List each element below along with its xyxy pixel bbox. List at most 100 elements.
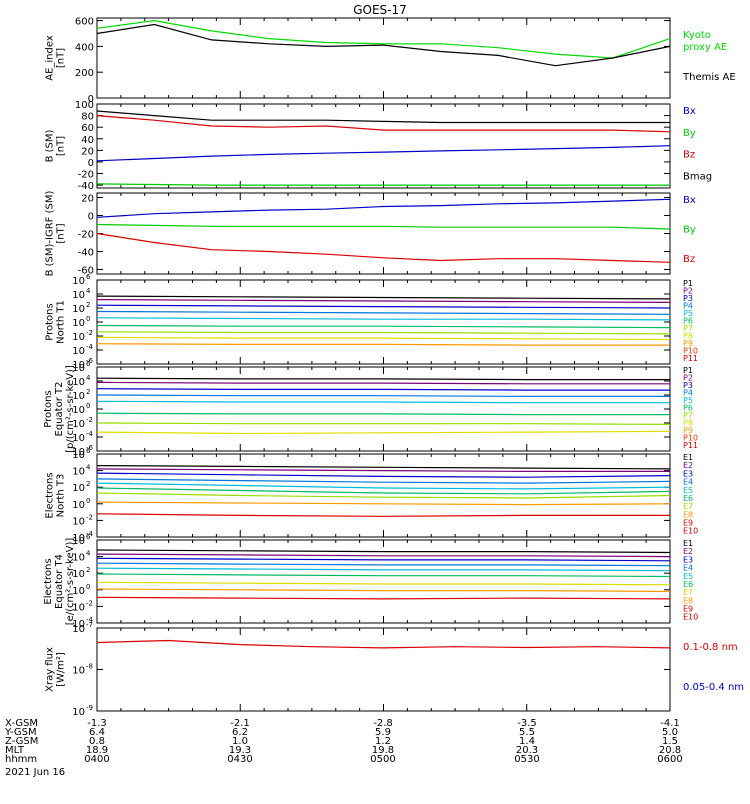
y-axis-label: Xray flux (45, 647, 56, 692)
series-line-p6 (96, 412, 670, 416)
y-tick-exponent: 0 (86, 402, 90, 410)
y-tick-label: 10 (72, 346, 85, 357)
y-tick-label: 10 (72, 318, 85, 329)
series-line-e4 (96, 562, 671, 567)
legend-entry: E1 (683, 539, 693, 548)
footer-value: 1.2 (375, 736, 391, 747)
y-axis-label: [e/(cm²-s-sr-keV)] (65, 538, 76, 626)
legend-entry: E6 (683, 580, 693, 589)
series-line-p4 (96, 310, 671, 315)
y-axis-label: [nT] (56, 48, 67, 68)
y-tick-exponent: -2 (86, 599, 93, 607)
legend-entry: E8 (683, 596, 693, 605)
legend-entry: P1 (683, 366, 693, 375)
legend-entry: P1 (683, 279, 693, 288)
y-axis-label: [nT] (56, 136, 67, 156)
legend-entry: E4 (683, 478, 693, 487)
y-tick-label: 10 (72, 304, 85, 315)
y-axis-label: B (SM) (45, 129, 56, 162)
y-tick-label: -20 (78, 230, 94, 241)
series-line-e7 (96, 581, 671, 586)
y-tick-label: 10 (72, 516, 85, 527)
legend-entry: Themis AE (682, 72, 736, 83)
series-line-e1 (96, 465, 671, 470)
y-tick-exponent: -2 (86, 329, 93, 337)
y-tick-label: 60 (81, 123, 94, 134)
legend-entry: P3 (683, 381, 693, 390)
series-line-0-1-0-8-nm (96, 639, 671, 649)
series-line-bx (96, 145, 671, 162)
y-tick-exponent: -2 (86, 416, 93, 424)
y-tick-label: -40 (78, 248, 94, 259)
legend-entry: Bx (683, 195, 696, 206)
y-tick-label: 10 (72, 360, 85, 371)
legend-entry: E3 (683, 555, 693, 564)
y-tick-exponent: -2 (86, 513, 93, 521)
series-line-e3 (96, 472, 671, 478)
series-line-p3 (96, 304, 671, 309)
legend-entry: P5 (683, 309, 693, 318)
y-tick-label: 80 (81, 112, 94, 123)
legend-entry: E1 (683, 453, 693, 462)
series-line-e6 (96, 487, 671, 495)
y-tick-label: 10 (72, 533, 85, 544)
y-tick-label: 0 (88, 94, 94, 105)
legend-entry: E2 (683, 461, 693, 470)
footer-value: -2.8 (373, 718, 393, 729)
series-line-p8 (96, 430, 671, 435)
y-tick-exponent: 2 (86, 480, 90, 488)
legend-entry: P11 (683, 354, 698, 363)
legend-entry: By (683, 128, 696, 139)
legend-entry: By (683, 225, 696, 236)
y-tick-exponent: 0 (86, 497, 90, 505)
series-line-e8 (96, 588, 671, 593)
legend-entry: P2 (683, 374, 693, 383)
y-axis-label: Equator T4 (54, 554, 65, 609)
y-tick-label: 10 (72, 447, 85, 458)
footer-value: 1.5 (662, 736, 678, 747)
y-tick-label: 10 (72, 707, 85, 718)
y-axis-label: Protons (43, 390, 54, 427)
legend-entry: Kyoto (683, 30, 711, 41)
legend-entry: P5 (683, 396, 693, 405)
footer-row-label: Y-GSM (4, 727, 37, 738)
y-axis-label: [nT] (56, 223, 67, 243)
footer-value: 0530 (514, 754, 539, 765)
y-tick-exponent: 2 (86, 301, 90, 309)
panel-frame (96, 279, 671, 365)
y-tick-exponent: 6 (86, 273, 91, 281)
y-tick-label: 0 (88, 158, 94, 169)
series-line-e5 (96, 567, 671, 572)
y-tick-label: 200 (75, 68, 94, 79)
series-line-e1 (96, 549, 671, 554)
y-tick-label: -20 (78, 170, 94, 181)
y-tick-exponent: -6 (86, 357, 94, 365)
series-line-kyoto (96, 19, 671, 59)
legend-entry: E7 (683, 588, 693, 597)
legend-entry: E9 (683, 519, 693, 528)
y-tick-exponent: 6 (86, 533, 91, 541)
legend-entry: E10 (683, 527, 698, 536)
legend-entry: E6 (683, 494, 693, 503)
legend-entry: E5 (683, 572, 693, 581)
series-line-p9 (96, 343, 670, 346)
legend-entry: E4 (683, 564, 693, 573)
footer-value: 1.4 (519, 736, 535, 747)
footer-value: 5.9 (375, 727, 391, 738)
legend-entry: E9 (683, 605, 693, 614)
y-tick-exponent: 2 (86, 566, 90, 574)
y-axis-label: B (SM)-IGRF (SM) (45, 191, 56, 277)
panel-frame (96, 192, 671, 275)
legend-entry: P7 (683, 324, 693, 333)
footer-value: 6.4 (89, 727, 105, 738)
y-tick-label: 10 (72, 553, 85, 564)
y-tick-label: 400 (75, 42, 94, 53)
legend-entry: E3 (683, 469, 693, 478)
series-line-e2 (96, 553, 671, 558)
legend-entry: E5 (683, 486, 693, 495)
y-tick-label: 10 (72, 586, 85, 597)
